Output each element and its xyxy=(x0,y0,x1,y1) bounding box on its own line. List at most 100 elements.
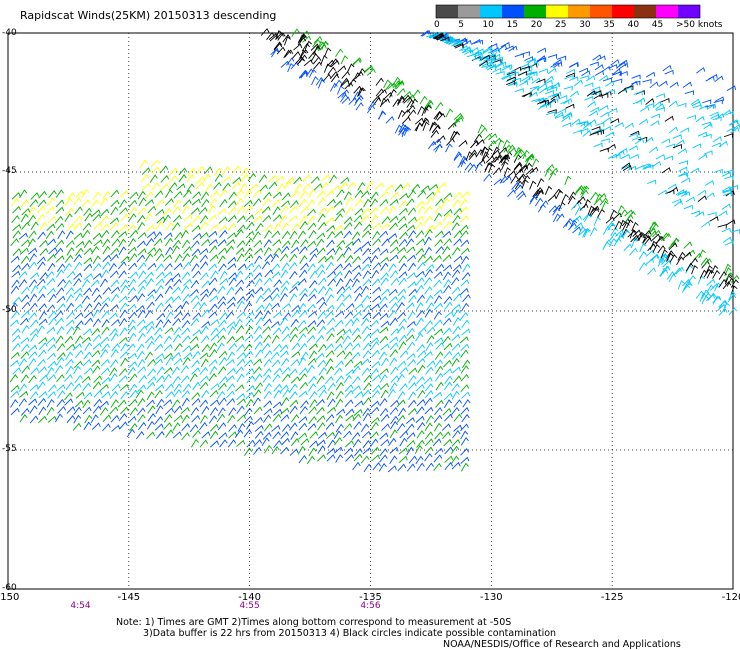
wind-barb xyxy=(494,61,504,68)
colorbar-label: 25 xyxy=(555,20,567,30)
wind-barb xyxy=(507,170,517,178)
wind-barb xyxy=(200,358,209,368)
wind-barb xyxy=(128,213,137,222)
wind-barb xyxy=(227,263,237,271)
wind-barb xyxy=(308,406,317,415)
wind-barb xyxy=(174,311,183,319)
wind-barb xyxy=(433,271,443,279)
wind-barb xyxy=(326,391,335,401)
wind-barb xyxy=(546,98,557,106)
wind-barb xyxy=(120,255,130,264)
wind-barb xyxy=(558,201,566,211)
wind-barb xyxy=(563,85,573,91)
wind-barb xyxy=(209,198,218,207)
wind-barb xyxy=(581,185,590,195)
wind-barb xyxy=(83,421,92,431)
wind-barb xyxy=(352,413,362,422)
wind-barb xyxy=(10,238,19,247)
wind-barb xyxy=(724,240,735,246)
wind-barb xyxy=(415,383,425,392)
wind-barb xyxy=(381,216,391,225)
wind-barb xyxy=(298,390,308,398)
wind-barb xyxy=(289,391,298,400)
wind-barb xyxy=(28,398,38,406)
wind-barb xyxy=(352,461,361,471)
wind-barb xyxy=(388,309,397,319)
wind-barb xyxy=(282,388,291,398)
wind-barb xyxy=(687,275,696,284)
wind-barb xyxy=(147,413,156,422)
wind-barb xyxy=(186,183,195,192)
wind-barb xyxy=(562,219,572,229)
wind-barb xyxy=(629,229,637,239)
wind-barb xyxy=(380,382,390,391)
wind-barb xyxy=(582,130,592,137)
wind-barb xyxy=(83,247,93,256)
wind-barb xyxy=(472,56,482,62)
wind-barb xyxy=(181,397,190,407)
wind-barb xyxy=(652,243,661,253)
wind-barb xyxy=(380,438,390,447)
wind-barb xyxy=(56,295,66,304)
wind-barb xyxy=(398,200,408,208)
wind-barb xyxy=(398,127,407,136)
wind-barb xyxy=(677,102,687,108)
wind-barb xyxy=(147,288,157,297)
wind-barb xyxy=(81,336,91,344)
wind-barb xyxy=(403,126,412,136)
wind-barb xyxy=(253,446,262,455)
wind-barb xyxy=(460,407,470,415)
wind-barb xyxy=(544,167,553,177)
wind-barb xyxy=(9,302,18,311)
wind-barb xyxy=(282,34,291,43)
wind-barb xyxy=(298,70,308,79)
wind-barb xyxy=(234,318,243,328)
wind-barb xyxy=(451,461,461,470)
wind-barb xyxy=(588,110,599,117)
wind-barb xyxy=(613,78,623,84)
wind-barb xyxy=(66,311,75,320)
wind-barb xyxy=(665,189,675,195)
wind-barb xyxy=(47,253,56,262)
wind-barb xyxy=(681,177,691,184)
wind-barb xyxy=(630,130,640,136)
wind-barb xyxy=(200,191,209,200)
wind-barb xyxy=(668,242,678,251)
wind-barb xyxy=(165,189,174,198)
wind-barb xyxy=(82,382,91,391)
wind-barb xyxy=(93,398,102,407)
wind-barb xyxy=(353,214,363,223)
wind-barb xyxy=(425,197,434,206)
wind-barb xyxy=(181,414,190,424)
wind-barb xyxy=(297,37,307,46)
wind-barb xyxy=(156,312,166,321)
wind-barb xyxy=(703,258,712,267)
wind-barb xyxy=(271,48,280,58)
wind-barb xyxy=(444,462,454,471)
wind-barb xyxy=(168,175,178,183)
wind-barb xyxy=(21,365,30,374)
wind-barb xyxy=(199,221,209,231)
colorbar-label: 40 xyxy=(627,20,640,30)
wind-barb xyxy=(371,247,381,255)
wind-barb xyxy=(235,325,245,334)
wind-barb xyxy=(263,400,273,408)
wind-barb xyxy=(317,359,326,368)
wind-barb xyxy=(10,407,20,416)
wind-barb xyxy=(699,269,708,279)
wind-barb xyxy=(306,455,316,465)
colorbar-label: 10 xyxy=(482,20,494,30)
wind-barb xyxy=(678,160,689,165)
wind-barb xyxy=(136,407,146,416)
wind-barb xyxy=(253,334,263,343)
wind-barb xyxy=(709,216,719,222)
wind-barb xyxy=(82,229,91,239)
wind-barb xyxy=(92,365,101,374)
wind-barb xyxy=(408,294,417,303)
wind-barb xyxy=(55,255,65,263)
wind-barb xyxy=(181,390,191,399)
wind-barb xyxy=(434,143,443,153)
wind-barb xyxy=(330,73,340,83)
wind-barb xyxy=(74,400,84,408)
wind-barb xyxy=(181,312,191,321)
